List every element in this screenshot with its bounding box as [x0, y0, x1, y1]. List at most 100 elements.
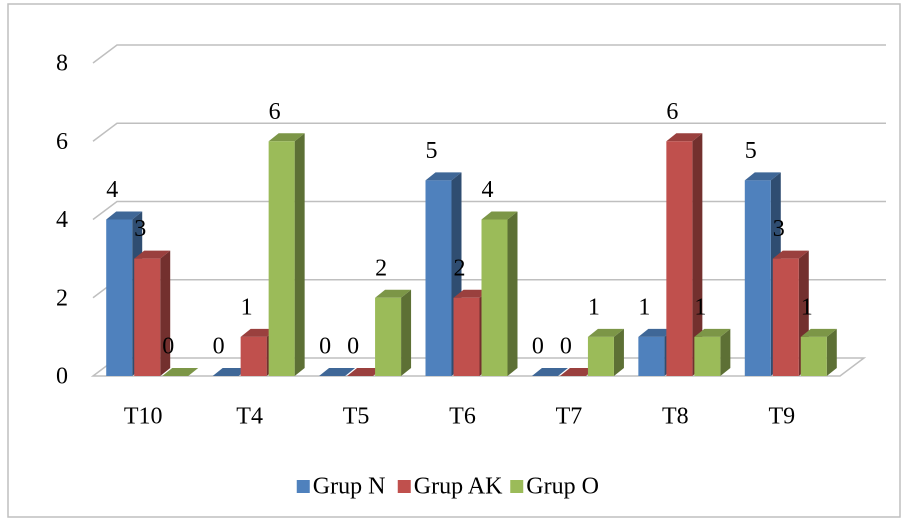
bar: [531, 368, 568, 376]
legend-swatch: [510, 480, 524, 493]
data-label: 1: [638, 294, 650, 320]
bar-top: [319, 368, 356, 376]
x-tick-label: T4: [236, 404, 263, 430]
data-label: 3: [773, 216, 785, 242]
grid-line: [92, 44, 886, 64]
data-label: 0: [319, 334, 331, 360]
bar-front: [587, 336, 614, 376]
bar: [666, 133, 703, 376]
data-label: 0: [162, 334, 174, 360]
bar-front: [106, 219, 133, 376]
data-label: 2: [375, 255, 387, 281]
bar: [559, 368, 596, 376]
bar-top: [481, 211, 518, 220]
bar-top: [638, 328, 675, 337]
bar-front: [744, 180, 771, 376]
bar-front: [666, 141, 693, 376]
bar-top: [531, 368, 568, 376]
x-tick-label: T8: [662, 404, 689, 430]
bar-front: [694, 336, 721, 376]
data-label: 4: [482, 177, 494, 203]
bar: [375, 289, 412, 376]
bar: [162, 368, 199, 376]
bar-side: [507, 211, 518, 376]
x-tick-label: T10: [124, 404, 163, 430]
legend-swatch: [397, 480, 411, 493]
data-label: 0: [213, 334, 225, 360]
bar: [319, 368, 356, 376]
bar-front: [481, 219, 508, 376]
data-label: 3: [134, 216, 146, 242]
bar-front: [134, 258, 161, 376]
data-label: 0: [347, 334, 359, 360]
data-label: 1: [588, 294, 600, 320]
data-label: 1: [694, 294, 706, 320]
bar-top: [240, 328, 277, 337]
bar: [587, 328, 624, 376]
data-label: 1: [801, 294, 813, 320]
bar: [481, 211, 518, 376]
bar-top: [587, 328, 624, 337]
bar-side: [613, 328, 624, 376]
bar-top: [425, 172, 462, 181]
bar-front: [425, 180, 452, 376]
bar-side: [692, 133, 703, 376]
bar-top: [212, 368, 249, 376]
bar-front: [772, 258, 799, 376]
bar-front: [638, 336, 665, 376]
bar-top: [694, 328, 731, 337]
data-label: 4: [106, 177, 118, 203]
y-tick-label: 6: [56, 129, 68, 155]
bar-front: [240, 336, 267, 376]
legend-label: Grup O: [526, 474, 599, 500]
bar-top: [162, 368, 199, 376]
bar-top: [744, 172, 781, 181]
x-tick-label: T7: [556, 404, 583, 430]
bar-side: [160, 250, 171, 376]
bar-top: [106, 211, 143, 220]
data-label: 6: [666, 99, 678, 125]
bar-top: [134, 250, 171, 259]
y-tick-label: 8: [56, 51, 68, 77]
data-label: 6: [269, 99, 281, 125]
bar-top: [800, 328, 837, 337]
bar: [268, 133, 305, 376]
x-tick-label: T6: [449, 404, 476, 430]
bar-front: [268, 141, 295, 376]
bar: [800, 328, 837, 376]
bar: [694, 328, 731, 376]
bar-top: [666, 133, 703, 142]
data-label: 5: [426, 138, 438, 164]
data-label: 0: [560, 334, 572, 360]
bar-side: [720, 328, 731, 376]
data-label: 5: [745, 138, 757, 164]
bar-front: [453, 297, 480, 376]
bar-top: [559, 368, 596, 376]
bar-front: [800, 336, 827, 376]
bar: [134, 250, 171, 376]
bar-side: [826, 328, 837, 376]
y-tick-label: 2: [56, 285, 68, 311]
bar-top: [347, 368, 384, 376]
bar-side: [294, 133, 305, 376]
bar-top: [268, 133, 305, 142]
legend-swatch: [296, 480, 310, 493]
y-tick-label: 0: [56, 364, 68, 390]
bar-top: [453, 289, 490, 298]
bar-top: [772, 250, 809, 259]
grid-line: [92, 122, 886, 142]
data-label: 1: [241, 294, 253, 320]
bar-side: [401, 289, 412, 376]
bar: [212, 368, 249, 376]
data-label: 2: [454, 255, 466, 281]
legend-label: Grup N: [313, 474, 386, 500]
legend-label: Grup AK: [414, 474, 503, 500]
data-label: 0: [532, 334, 544, 360]
y-tick-label: 4: [56, 207, 68, 233]
grid-line: [92, 200, 886, 221]
bar-top: [375, 289, 412, 298]
bar-front: [375, 297, 402, 376]
bar: [347, 368, 384, 376]
